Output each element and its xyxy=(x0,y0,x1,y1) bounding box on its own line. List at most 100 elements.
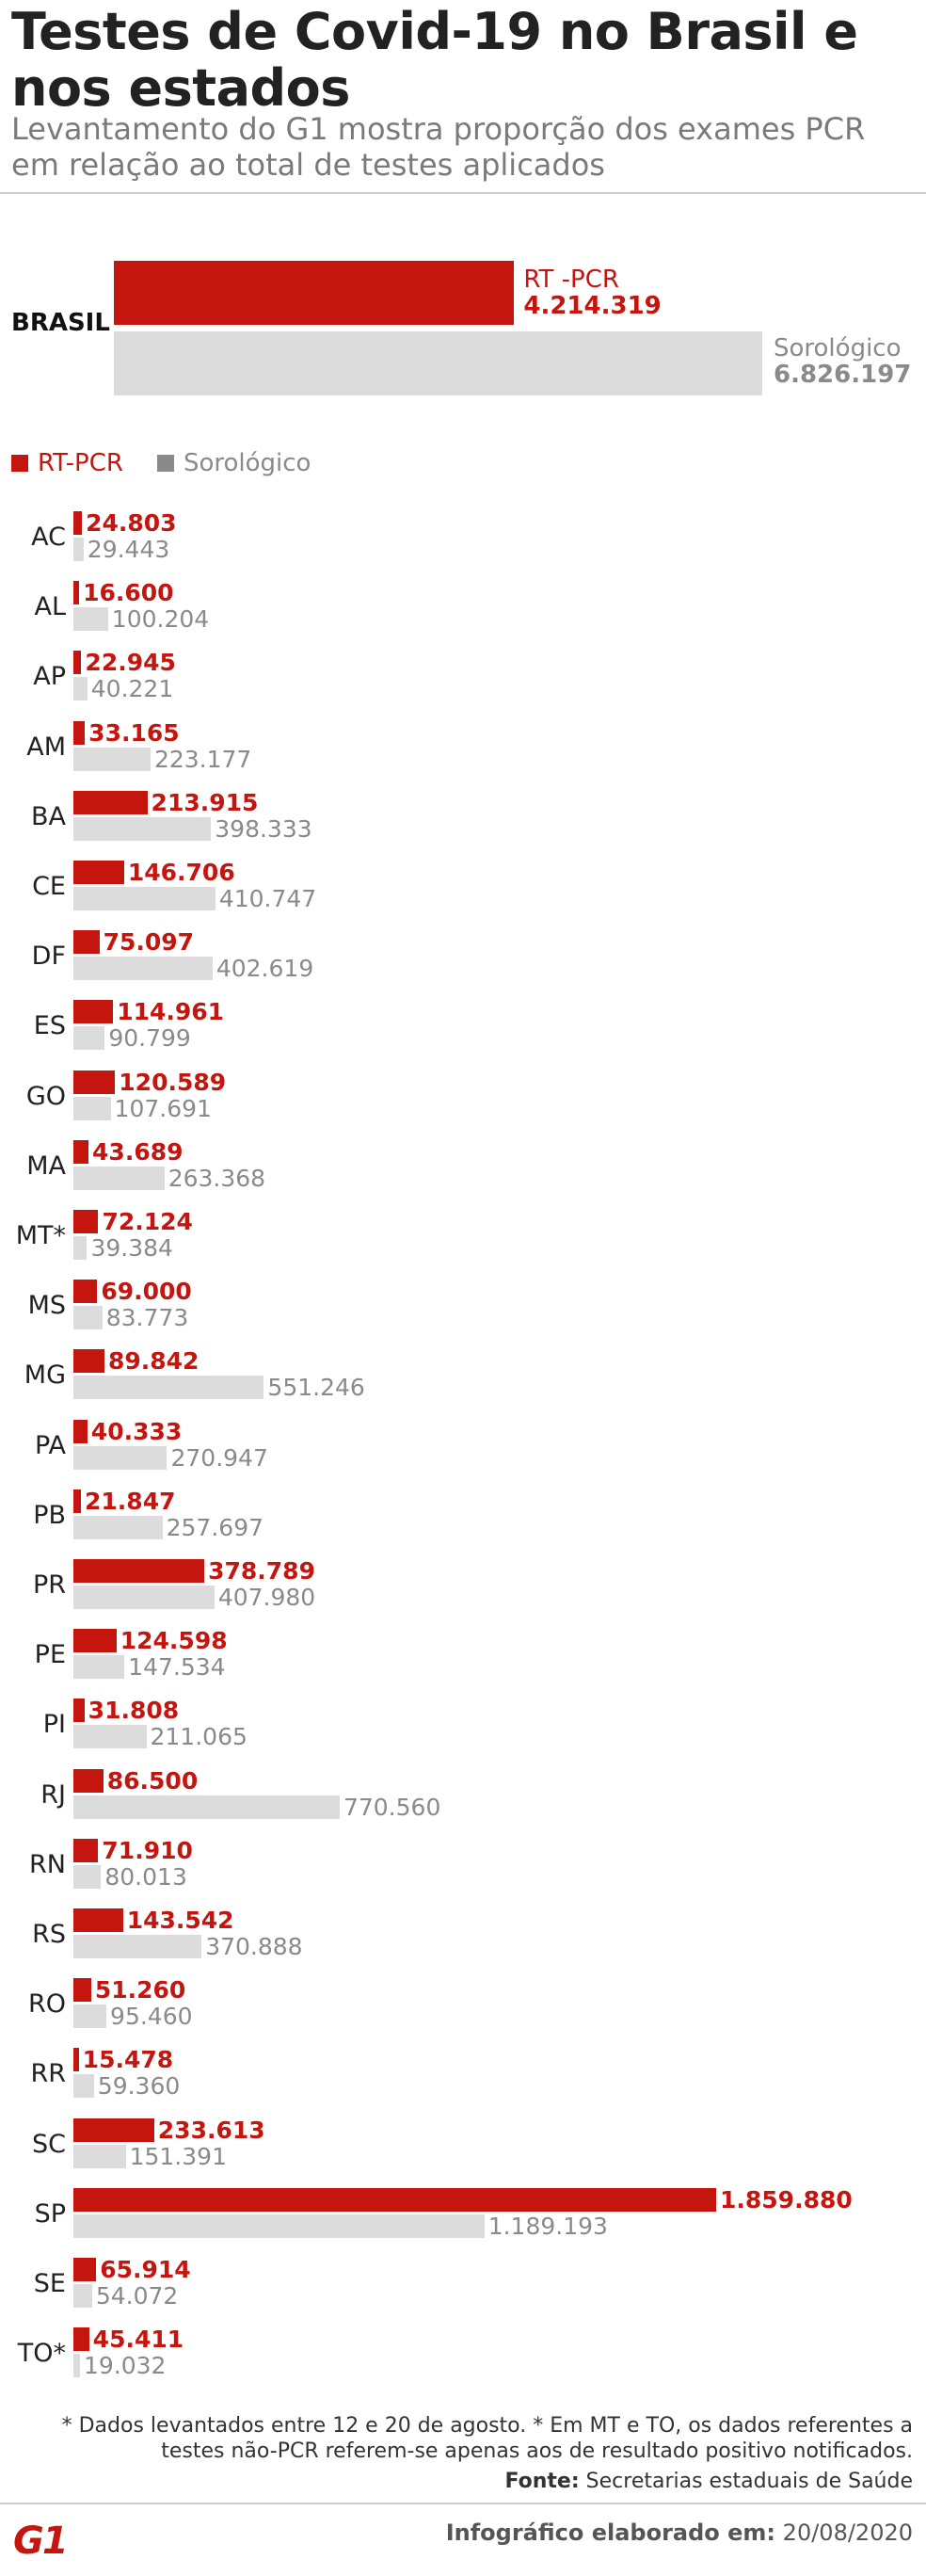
pcr-value-label: 15.478 xyxy=(82,2046,174,2074)
sero-bar xyxy=(73,2354,80,2378)
sero-value-label: 257.697 xyxy=(166,1513,264,1541)
state-label: PA xyxy=(34,1430,66,1460)
pcr-bar xyxy=(73,2117,154,2142)
pcr-bar xyxy=(73,1070,116,1094)
state-label: BA xyxy=(31,801,66,831)
state-label: PR xyxy=(32,1570,66,1600)
sero-bar xyxy=(73,1026,105,1051)
pcr-bar xyxy=(73,1838,99,1862)
pcr-bar xyxy=(73,720,86,745)
pcr-value-label: 378.789 xyxy=(208,1557,315,1585)
pcr-bar xyxy=(73,1280,98,1304)
sero-value-label: 100.204 xyxy=(111,605,210,634)
pcr-bar xyxy=(73,1210,99,1233)
g1-logo: G1 xyxy=(13,2520,69,2563)
pcr-value-label: 43.689 xyxy=(92,1137,184,1166)
sero-value-label: 39.384 xyxy=(90,1234,173,1262)
pcr-bar xyxy=(73,2187,716,2212)
pcr-bar xyxy=(73,1699,85,1723)
state-label: AM xyxy=(26,732,66,762)
pcr-value-label: 146.706 xyxy=(127,859,235,886)
sero-value-label: 270.947 xyxy=(170,1443,268,1472)
sero-bar xyxy=(73,677,88,701)
state-label: MA xyxy=(26,1151,66,1181)
sero-bar xyxy=(73,2144,126,2168)
sero-value-label: 40.221 xyxy=(90,675,174,703)
state-label: ES xyxy=(33,1011,66,1041)
pcr-value-label: 213.915 xyxy=(151,788,259,816)
divider-top xyxy=(0,192,926,194)
sero-bar xyxy=(73,1166,165,1190)
sero-bar xyxy=(73,957,213,981)
sero-value-label: 147.534 xyxy=(128,1653,226,1682)
sero-bar xyxy=(73,1655,125,1680)
pcr-bar xyxy=(73,2048,79,2072)
pcr-bar xyxy=(73,790,148,814)
state-label: GO xyxy=(25,1081,66,1111)
legend-swatch-pcr xyxy=(11,455,28,472)
state-label: TO* xyxy=(17,2339,66,2369)
pcr-bar xyxy=(73,930,100,955)
pcr-value-label: 31.808 xyxy=(88,1697,180,1725)
sero-bar xyxy=(73,1795,340,1819)
sero-value-label: 402.619 xyxy=(216,955,314,983)
pcr-bar xyxy=(73,1489,82,1513)
pcr-value-label: 120.589 xyxy=(119,1068,227,1096)
sero-bar xyxy=(73,1236,88,1260)
sero-value-label: 59.360 xyxy=(97,2072,181,2101)
sero-bar xyxy=(73,1725,147,1749)
pcr-bar xyxy=(73,1768,104,1793)
pcr-bar xyxy=(73,1629,117,1653)
pcr-value-label: 71.910 xyxy=(102,1836,193,1864)
state-label: PI xyxy=(42,1710,66,1740)
sero-value-label: 223.177 xyxy=(153,745,252,773)
pcr-value-label: 45.411 xyxy=(92,2326,184,2354)
sero-value-label: 19.032 xyxy=(83,2352,167,2380)
pcr-bar xyxy=(73,511,83,535)
sero-value-label: 107.691 xyxy=(114,1094,212,1122)
sero-value-label: 551.246 xyxy=(267,1374,365,1402)
brasil-label: BRASIL xyxy=(11,309,110,337)
pcr-bar xyxy=(73,1559,205,1583)
sero-value-label: 90.799 xyxy=(108,1024,191,1053)
brasil-sero-bar xyxy=(114,331,762,395)
legend-item-pcr: RT-PCR xyxy=(11,449,123,477)
sero-value-label: 211.065 xyxy=(150,1723,247,1751)
state-label: MT* xyxy=(15,1221,66,1250)
sero-value-label: 95.460 xyxy=(110,2003,193,2031)
state-label: SC xyxy=(32,2129,66,2159)
pcr-bar xyxy=(73,2327,89,2352)
pcr-value-label: 69.000 xyxy=(101,1278,192,1306)
chart-title: Testes de Covid-19 no Brasil e nos estad… xyxy=(11,2,858,118)
legend: RT-PCR Sorológico xyxy=(11,449,344,477)
source-value: Secretarias estaduais de Saúde xyxy=(585,2470,913,2493)
sero-bar xyxy=(73,1306,103,1330)
sero-value-label: 80.013 xyxy=(104,1862,187,1891)
pcr-value-label: 86.500 xyxy=(106,1766,199,1795)
sero-bar xyxy=(73,1864,102,1889)
pcr-bar xyxy=(73,1349,104,1374)
brasil-sero-name: Sorológico xyxy=(774,334,902,362)
sero-value-label: 151.391 xyxy=(129,2142,227,2170)
sero-value-label: 1.189.193 xyxy=(487,2212,608,2240)
state-label: RS xyxy=(32,1920,66,1949)
pcr-bar xyxy=(73,2258,97,2281)
legend-label-sero: Sorológico xyxy=(183,449,311,477)
brasil-pcr-value: 4.214.319 xyxy=(523,292,662,320)
sero-bar xyxy=(73,887,216,910)
sero-bar xyxy=(73,1935,202,1958)
divider-bottom xyxy=(0,2503,926,2504)
state-label: MS xyxy=(27,1291,66,1321)
state-label: AP xyxy=(33,662,66,692)
legend-label-pcr: RT-PCR xyxy=(38,449,123,477)
sero-bar xyxy=(73,1376,264,1400)
sero-value-label: 54.072 xyxy=(95,2282,179,2310)
pcr-value-label: 143.542 xyxy=(126,1907,234,1934)
sero-bar xyxy=(73,538,84,561)
legend-swatch-sero xyxy=(156,455,174,472)
sero-bar xyxy=(73,747,151,771)
brasil-sero-value: 6.826.197 xyxy=(774,361,912,389)
credit-value: 20/08/2020 xyxy=(782,2520,913,2546)
pcr-value-label: 40.333 xyxy=(90,1417,183,1445)
pcr-value-label: 22.945 xyxy=(85,649,176,677)
